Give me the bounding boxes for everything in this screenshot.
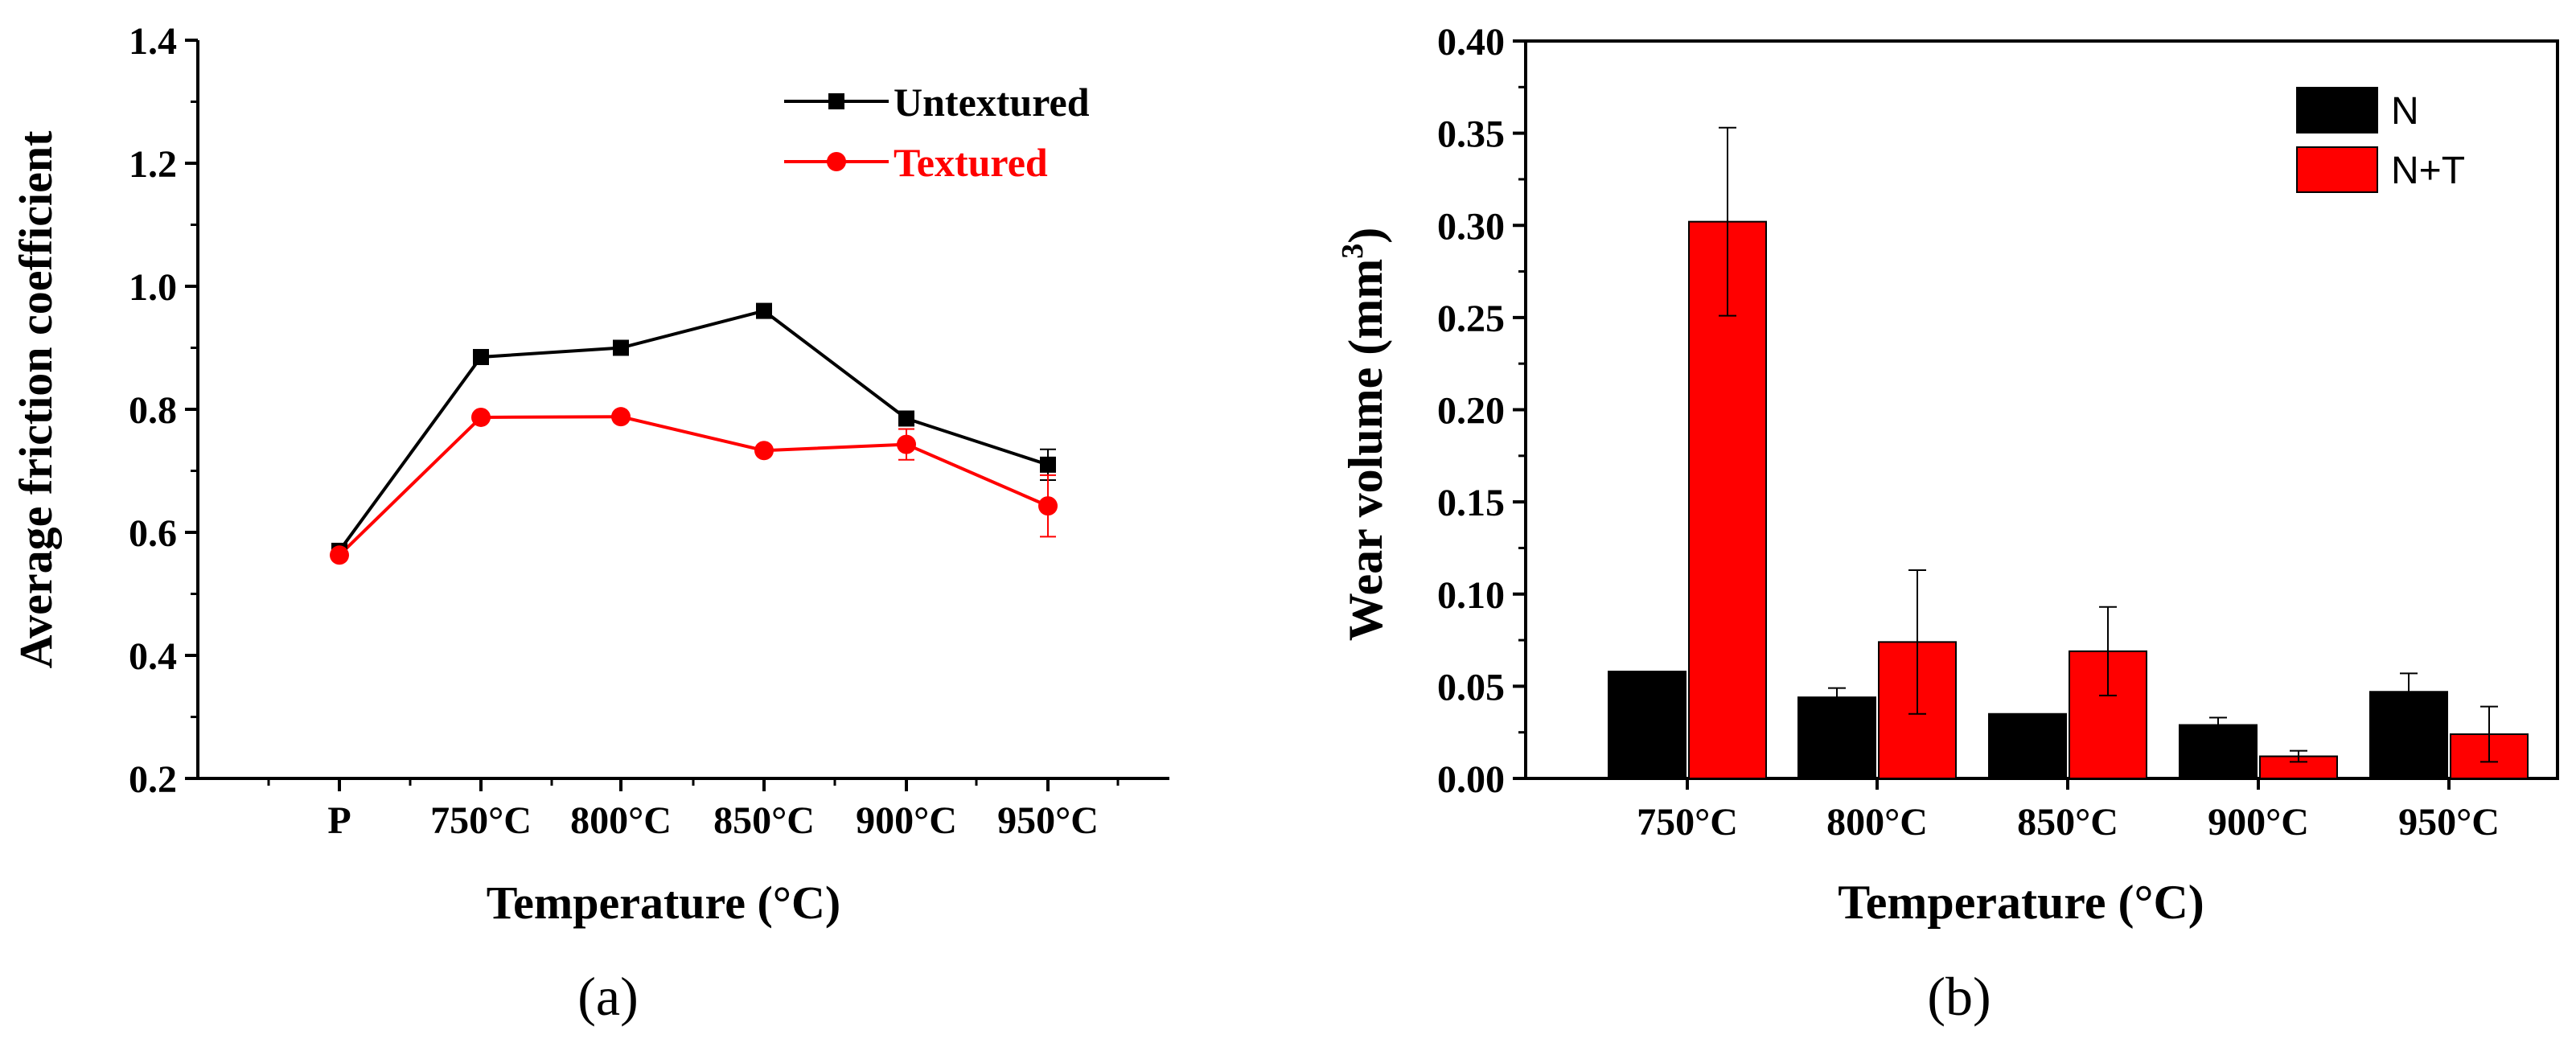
legend-untextured-label: Untextured	[894, 80, 1090, 125]
chart-a-ytick-label: 0.6	[129, 512, 177, 555]
chart-b-xtick-label: 850°C	[2017, 801, 2118, 844]
chart-b-ytick-label: 0.15	[1437, 482, 1505, 524]
chart-b-xtick-label: 900°C	[2208, 801, 2309, 844]
chart-a-ytick-label: 0.8	[129, 389, 177, 432]
chart-a-series-lines	[338, 309, 1049, 556]
chart-a-xtick-label: 950°C	[997, 799, 1099, 842]
chart-b-ytick-label: 0.35	[1437, 113, 1505, 156]
legend-n-swatch	[2296, 87, 2378, 133]
legend-item-n: N	[2296, 87, 2419, 133]
legend-item-nt: N+T	[2296, 146, 2465, 193]
chart-b-error-bars	[1719, 126, 2498, 763]
chart-b-ytick-label: 0.30	[1437, 205, 1505, 248]
chart-a: Average friction coefficient Temperature…	[10, 20, 1169, 1027]
chart-a-point-textured	[754, 441, 774, 461]
chart-b-bar-n	[1797, 696, 1876, 780]
chart-b-xtick-label: 950°C	[2398, 801, 2500, 844]
legend-nt-label: N+T	[2391, 150, 2465, 192]
chart-a-ylabel: Average friction coefficient	[10, 130, 62, 668]
chart-a-xtick-label: 850°C	[713, 799, 815, 842]
chart-a-panel-label: (a)	[577, 966, 638, 1027]
chart-a-ytick-label: 0.4	[129, 635, 177, 678]
chart-b-ylabel-main: Wear volume (mm	[1339, 259, 1392, 641]
chart-a-point-untextured	[898, 410, 914, 427]
chart-a-point-textured	[471, 407, 491, 427]
chart-a-axes: 0.2 0.4 0.6 0.8 1.0 1.2 1.4 P 750°C 800°C 850°C 900…	[129, 20, 1169, 842]
chart-b-xtick-label: 750°C	[1637, 801, 1738, 844]
chart-a-point-untextured	[1040, 456, 1056, 473]
chart-a-point-untextured	[756, 302, 772, 319]
chart-a-line-textured	[338, 415, 1049, 556]
chart-b-ytick-label: 0.00	[1437, 758, 1505, 801]
legend-textured-marker	[827, 152, 846, 171]
chart-a-ytick-label: 0.2	[129, 758, 177, 801]
legend-nt-swatch	[2296, 146, 2378, 193]
chart-b-bar-n	[2179, 724, 2258, 780]
chart-a-point-untextured	[473, 348, 489, 365]
chart-b-xtick-label: 800°C	[1826, 801, 1928, 844]
chart-a-legend: Untextured Textured	[784, 80, 1090, 185]
legend-item-textured: Textured	[784, 140, 1048, 185]
chart-a-point-untextured	[613, 339, 629, 356]
chart-b-ylabel: Wear volume (mm3)	[1336, 228, 1392, 641]
chart-a-point-textured	[1038, 496, 1058, 516]
chart-a-error-bars	[898, 428, 1056, 538]
chart-b-panel-label: (b)	[1927, 966, 1991, 1027]
chart-b-bar-n	[1988, 712, 2067, 780]
chart-a-point-textured	[611, 407, 631, 427]
chart-a-point-textured	[330, 545, 349, 565]
chart-b-axes: 0.00 0.05 0.10 0.15 0.20 0.25 0.30 0.35 0.40 750°…	[1437, 21, 2559, 844]
legend-untextured-marker	[828, 93, 844, 109]
chart-b-ylabel-sup: 3	[1336, 244, 1370, 259]
chart-b-legend: N N+T	[2296, 87, 2465, 193]
chart-b-xlabel: Temperature (°C)	[1838, 876, 2204, 929]
chart-a-ytick-label: 1.0	[129, 266, 177, 309]
chart-a-xtick-label: 900°C	[856, 799, 957, 842]
chart-b-bars	[1608, 220, 2529, 780]
chart-b-ylabel-end: )	[1339, 228, 1392, 244]
legend-item-untextured: Untextured	[784, 80, 1090, 125]
chart-b-ytick-label: 0.40	[1437, 21, 1505, 64]
chart-a-ytick-label: 1.4	[129, 20, 177, 63]
chart-a-points	[330, 302, 1058, 565]
chart-a-xtick-label: 750°C	[430, 799, 532, 842]
chart-a-xlabel: Temperature (°C)	[487, 877, 840, 929]
chart-b-bar-n	[1608, 671, 1687, 779]
chart-b-ytick-label: 0.25	[1437, 298, 1505, 340]
chart-b-ytick-label: 0.05	[1437, 666, 1505, 708]
chart-b-ytick-label: 0.10	[1437, 574, 1505, 617]
chart-a-line-untextured	[338, 309, 1049, 552]
legend-textured-label: Textured	[894, 140, 1048, 185]
chart-a-xtick-label: P	[327, 799, 351, 842]
chart-a-xtick-label: 800°C	[570, 799, 672, 842]
chart-b-ytick-label: 0.20	[1437, 390, 1505, 433]
chart-b: Wear volume (mm3) Temperature (°C) (b) 0…	[1336, 21, 2559, 1027]
chart-a-point-textured	[897, 434, 916, 454]
chart-a-ytick-label: 1.2	[129, 143, 177, 186]
legend-n-label: N	[2391, 90, 2419, 133]
